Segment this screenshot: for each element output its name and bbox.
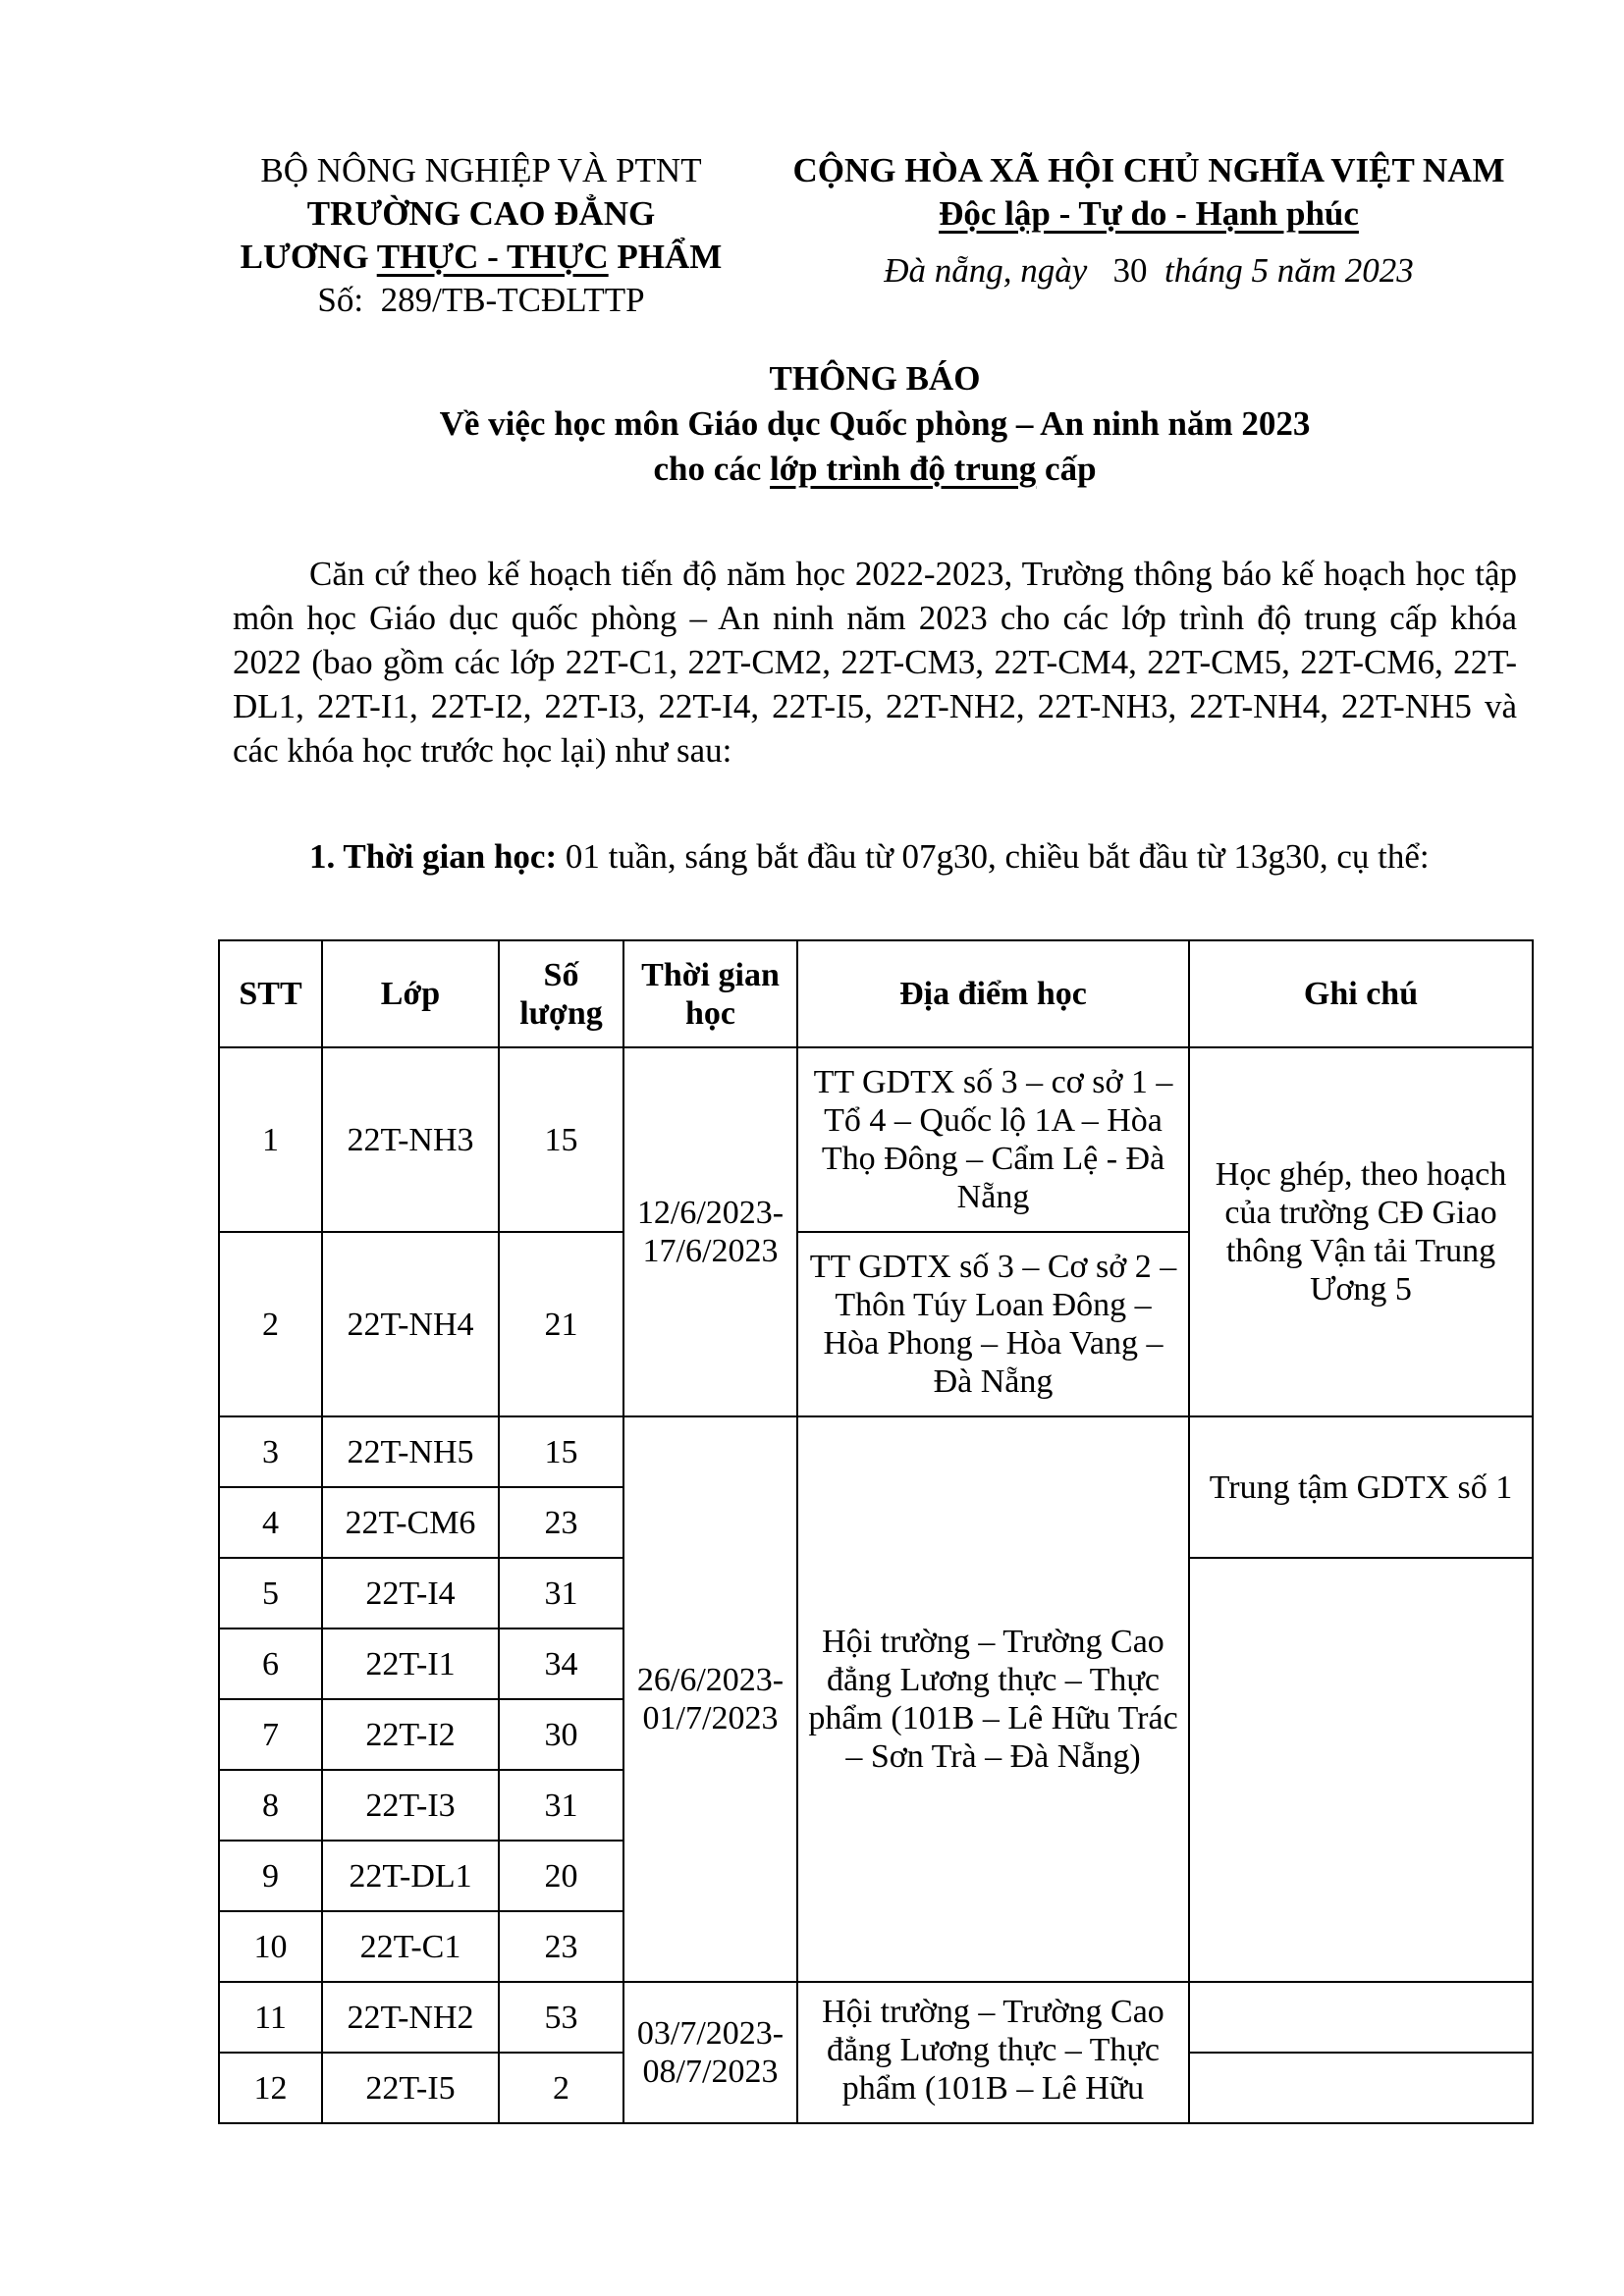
cell-time: 12/6/2023-17/6/2023 — [623, 1046, 798, 1417]
number-value: 289/TB-TCĐLTTP — [380, 281, 645, 319]
header-location: Địa điểm học — [796, 939, 1190, 1048]
cell-stt: 4 — [218, 1486, 323, 1559]
cell-class: 22T-I1 — [321, 1628, 500, 1700]
cell-count: 31 — [498, 1557, 624, 1629]
cell-stt: 2 — [218, 1231, 323, 1417]
cell-count: 21 — [498, 1231, 624, 1417]
school-name-line2: LƯƠNG THỰC - THỰC PHẨM — [218, 236, 744, 279]
cell-count: 31 — [498, 1769, 624, 1842]
place-date: Đà nẵng, ngày 30 tháng 5 năm 2023 — [766, 249, 1532, 293]
place-date-suffix: tháng 5 năm 2023 — [1164, 251, 1414, 290]
cell-count: 23 — [498, 1486, 624, 1559]
school-name-part: PHẨM — [608, 238, 723, 276]
cell-count: 34 — [498, 1628, 624, 1700]
cell-class: 22T-NH5 — [321, 1415, 500, 1488]
cell-time: 26/6/2023-01/7/2023 — [623, 1415, 798, 1983]
nation-name: CỘNG HÒA XÃ HỘI CHỦ NGHĨA VIỆT NAM — [792, 151, 1505, 189]
section-1-text: 01 tuần, sáng bắt đầu từ 07g30, chiều bắ… — [557, 837, 1430, 876]
issuer-block: BỘ NÔNG NGHIỆP VÀ PTNT TRƯỜNG CAO ĐẲNG L… — [218, 149, 744, 322]
cell-notes-empty — [1188, 1981, 1534, 2054]
cell-class: 22T-I5 — [321, 2052, 500, 2124]
school-name-part: LƯƠNG — [240, 238, 377, 276]
cell-stt: 12 — [218, 2052, 323, 2124]
cell-stt: 8 — [218, 1769, 323, 1842]
cell-stt: 6 — [218, 1628, 323, 1700]
table-row: 5 22T-I4 31 — [218, 1557, 1534, 1983]
header-stt: STT — [218, 939, 323, 1048]
cell-time: 03/7/2023-08/7/2023 — [623, 1981, 798, 2124]
nation-block: CỘNG HÒA XÃ HỘI CHỦ NGHĨA VIỆT NAM Độc l… — [766, 149, 1532, 293]
body-paragraph: Căn cứ theo kế hoạch tiến độ năm học 202… — [233, 555, 1517, 770]
cell-stt: 3 — [218, 1415, 323, 1488]
cell-count: 20 — [498, 1840, 624, 1912]
place-date-prefix: Đà nẵng, ngày — [884, 251, 1088, 290]
schedule-table: STT Lớp Số lượng Thời gian học Địa điểm … — [218, 939, 1534, 2124]
cell-location: TT GDTX số 3 – cơ sở 1 – Tổ 4 – Quốc lộ … — [796, 1046, 1190, 1233]
table-header-row: STT Lớp Số lượng Thời gian học Địa điểm … — [218, 939, 1534, 1048]
cell-stt: 11 — [218, 1981, 323, 2054]
cell-notes: Trung tậm GDTX số 1 — [1188, 1415, 1534, 1559]
cell-class: 22T-I3 — [321, 1769, 500, 1842]
title-sub1: Về việc học môn Giáo dục Quốc phòng – An… — [439, 404, 1311, 443]
title-main: THÔNG BÁO — [769, 359, 981, 398]
cell-notes-empty — [1188, 2052, 1534, 2124]
cell-stt: 7 — [218, 1698, 323, 1771]
cell-count: 15 — [498, 1415, 624, 1488]
school-name-underlined: THỰC - THỰC — [376, 238, 609, 276]
cell-location: Hội trường – Trường Cao đẳng Lương thực … — [796, 1981, 1190, 2124]
header-notes: Ghi chú — [1188, 939, 1534, 1048]
title-sub2-part: cho các — [653, 450, 771, 488]
date-day: 30 — [1112, 251, 1148, 290]
cell-count: 15 — [498, 1046, 624, 1233]
cell-class: 22T-I4 — [321, 1557, 500, 1629]
title-sub2-part: cấp — [1036, 450, 1097, 488]
section-1: 1. Thời gian học: 01 tuần, sáng bắt đầu … — [233, 834, 1517, 879]
title-sub2-underlined: lớp trình độ trung — [770, 450, 1037, 488]
cell-count: 53 — [498, 1981, 624, 2054]
cell-stt: 5 — [218, 1557, 323, 1629]
cell-class: 22T-NH2 — [321, 1981, 500, 2054]
school-name-line1: TRƯỜNG CAO ĐẲNG — [306, 194, 656, 233]
table-row: 3 22T-NH5 15 26/6/2023-01/7/2023 Hội trư… — [218, 1415, 1534, 1983]
ministry-name: BỘ NÔNG NGHIỆP VÀ PTNT — [260, 151, 702, 189]
section-1-label: 1. Thời gian học: — [309, 837, 558, 876]
cell-stt: 1 — [218, 1046, 323, 1233]
table-row: 11 22T-NH2 53 03/7/2023-08/7/2023 Hội tr… — [218, 1981, 1534, 2124]
cell-location: TT GDTX số 3 – Cơ sở 2 – Thôn Túy Loan Đ… — [796, 1231, 1190, 1417]
header-count: Số lượng — [498, 939, 624, 1048]
document-title: THÔNG BÁO Về việc học môn Giáo dục Quốc … — [218, 356, 1532, 492]
table-row: 9 22T-DL1 20 — [218, 1840, 1533, 1912]
cell-stt: 10 — [218, 1910, 323, 1983]
number-label: Số: — [317, 281, 364, 319]
table-row: 6 22T-I1 34 — [218, 1628, 1533, 1700]
title-sub2: cho các lớp trình độ trung cấp — [218, 447, 1532, 492]
table-row: 12 22T-I5 2 — [218, 2052, 1534, 2124]
table-row: 7 22T-I2 30 — [218, 1698, 1533, 1771]
table-row: 1 22T-NH3 15 12/6/2023-17/6/2023 TT GDTX… — [218, 1046, 1534, 1417]
table-row: 2 22T-NH4 21 TT GDTX số 3 – Cơ sở 2 – Th… — [218, 1231, 1533, 1417]
cell-location: Hội trường – Trường Cao đẳng Lương thực … — [796, 1415, 1190, 1983]
cell-class: 22T-I2 — [321, 1698, 500, 1771]
cell-stt: 9 — [218, 1840, 323, 1912]
cell-notes-empty — [1188, 1557, 1534, 1983]
cell-notes: Học ghép, theo hoạch của trường CĐ Giao … — [1188, 1046, 1534, 1417]
cell-count: 23 — [498, 1910, 624, 1983]
cell-count: 2 — [498, 2052, 624, 2124]
table-row: 8 22T-I3 31 — [218, 1769, 1533, 1842]
cell-class: 22T-DL1 — [321, 1840, 500, 1912]
table-row: 10 22T-C1 23 — [218, 1910, 1533, 1983]
cell-class: 22T-CM6 — [321, 1486, 500, 1559]
cell-count: 30 — [498, 1698, 624, 1771]
table-row: 4 22T-CM6 23 — [218, 1486, 1533, 1559]
cell-class: 22T-NH3 — [321, 1046, 500, 1233]
document-number: Số: 289/TB-TCĐLTTP — [218, 279, 744, 322]
cell-class: 22T-NH4 — [321, 1231, 500, 1417]
cell-class: 22T-C1 — [321, 1910, 500, 1983]
motto-text: Độc lập - Tự do - Hạnh phúc — [939, 194, 1359, 233]
header-time: Thời gian học — [623, 939, 798, 1048]
header-class: Lớp — [321, 939, 500, 1048]
motto: Độc lập - Tự do - Hạnh phúc — [766, 192, 1532, 236]
